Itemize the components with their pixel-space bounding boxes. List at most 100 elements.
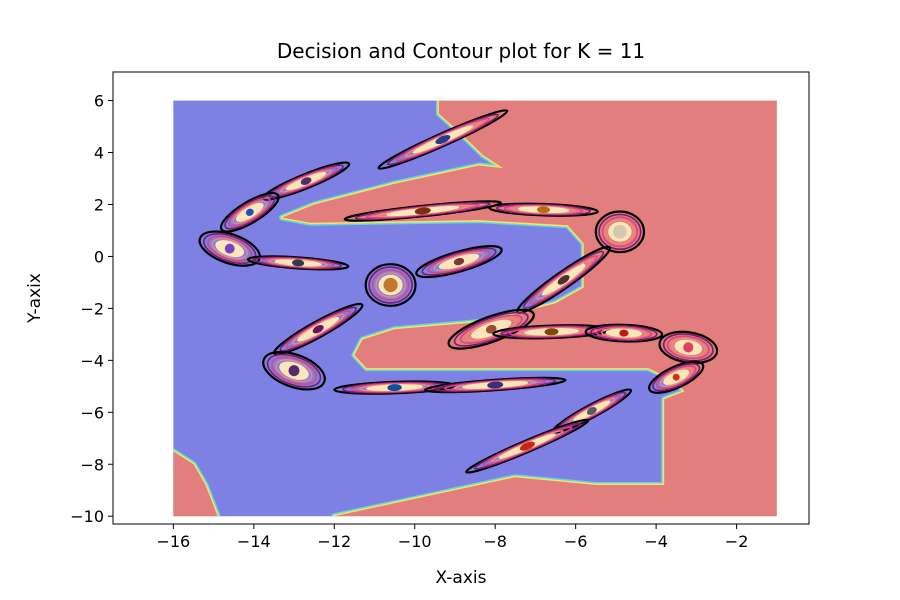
x-axis-label: X-axis bbox=[436, 568, 487, 588]
cluster-8-contour-3 bbox=[433, 251, 485, 272]
cluster-13-contour-1 bbox=[500, 325, 603, 339]
cluster-5 bbox=[343, 200, 502, 222]
cluster-15 bbox=[658, 330, 719, 365]
cluster-14-contour-1 bbox=[590, 325, 658, 342]
cluster-3-contour-2 bbox=[207, 235, 253, 262]
x-tick-label-3: −10 bbox=[398, 532, 432, 551]
cluster-9-contour-0 bbox=[364, 263, 417, 307]
cluster-4-contour-2 bbox=[261, 257, 336, 269]
cluster-14 bbox=[584, 323, 664, 343]
cluster-3-points bbox=[224, 243, 235, 254]
cluster-0-contour-3 bbox=[404, 121, 481, 158]
cluster-12-contour-2 bbox=[459, 314, 523, 344]
cluster-2-contour-3 bbox=[232, 200, 268, 225]
cluster-1-points bbox=[300, 177, 312, 185]
y-tick-label-8: 6 bbox=[94, 92, 104, 111]
region-red-0 bbox=[282, 100, 777, 517]
decision-regions bbox=[173, 100, 777, 517]
chart-title: Decision and Contour plot for K = 11 bbox=[277, 39, 645, 63]
cluster-16-contour-2 bbox=[271, 356, 317, 385]
cluster-7 bbox=[594, 210, 646, 254]
cluster-3 bbox=[198, 230, 261, 267]
x-tick-label-1: −14 bbox=[237, 532, 271, 551]
cluster-12-contour-3 bbox=[465, 317, 517, 342]
y-tick-label-6: 2 bbox=[94, 195, 104, 214]
cluster-20-points bbox=[586, 407, 597, 415]
cluster-7-contour-2 bbox=[601, 216, 639, 248]
x-tick-label-0: −16 bbox=[156, 532, 190, 551]
cluster-0 bbox=[377, 109, 509, 170]
cluster-6-points bbox=[537, 206, 550, 214]
cluster-10-contour-1 bbox=[522, 250, 605, 309]
cluster-14-points bbox=[619, 329, 629, 337]
cluster-15-contour-2 bbox=[666, 335, 710, 360]
cluster-3-contour-3 bbox=[211, 237, 248, 260]
cluster-7-contour-1 bbox=[598, 213, 642, 251]
y-tick-label-3: −4 bbox=[80, 351, 104, 370]
plot-area bbox=[173, 100, 777, 517]
cluster-18-contour-1 bbox=[434, 378, 557, 392]
x-tick-label-2: −12 bbox=[317, 532, 351, 551]
cluster-12-points bbox=[485, 324, 497, 334]
cluster-15-points bbox=[683, 342, 694, 353]
y-tick-label-1: −8 bbox=[80, 455, 104, 474]
cluster-1-contour-3 bbox=[280, 169, 332, 193]
cluster-11-contour-3 bbox=[291, 313, 345, 345]
cluster-18 bbox=[423, 376, 567, 394]
cluster-14-contour-0 bbox=[584, 323, 664, 343]
cluster-4 bbox=[246, 255, 350, 271]
cluster-18-points bbox=[487, 381, 504, 389]
cluster-21-points bbox=[519, 441, 535, 451]
cluster-0-contour-2 bbox=[395, 117, 491, 162]
y-tick-label-5: 0 bbox=[94, 247, 104, 266]
y-axis-ticks: −10 −8 −6 −4 −2 0 2 4 6 bbox=[70, 92, 113, 526]
cluster-2-contour-2 bbox=[228, 197, 272, 227]
cluster-15-contour-1 bbox=[662, 333, 714, 362]
cluster-12-contour-0 bbox=[447, 308, 535, 350]
x-tick-label-6: −4 bbox=[644, 532, 668, 551]
y-tick-label-2: −6 bbox=[80, 403, 104, 422]
x-tick-label-7: −2 bbox=[725, 532, 749, 551]
cluster-9-contour-1 bbox=[368, 266, 413, 304]
cluster-6 bbox=[488, 202, 599, 217]
cluster-8-contour-2 bbox=[427, 249, 491, 274]
cluster-19-points bbox=[672, 373, 680, 381]
cluster-16-contour-0 bbox=[262, 350, 326, 391]
x-axis-ticks: −16 −14 −12 −10 −8 −6 −4 −2 bbox=[156, 524, 748, 551]
cluster-16-contour-3 bbox=[275, 359, 313, 383]
cluster-2 bbox=[219, 192, 280, 233]
cluster-13-contour-2 bbox=[508, 326, 595, 338]
x-tick-label-5: −6 bbox=[564, 532, 588, 551]
cluster-9 bbox=[364, 263, 417, 307]
cluster-4-points bbox=[292, 259, 305, 267]
cluster-10-contour-3 bbox=[535, 259, 592, 300]
cluster-2-contour-0 bbox=[219, 192, 280, 233]
cluster-14-contour-3 bbox=[601, 327, 647, 339]
cluster-0-contour-1 bbox=[386, 113, 500, 166]
cluster-6-contour-2 bbox=[503, 204, 584, 215]
cluster-16-contour-1 bbox=[266, 353, 322, 388]
cluster-5-points bbox=[414, 207, 431, 215]
axes-frame bbox=[112, 71, 810, 525]
cluster-19-contour-2 bbox=[656, 365, 697, 390]
cluster-9-contour-2 bbox=[371, 269, 410, 301]
cluster-9-contour-3 bbox=[375, 272, 406, 298]
y-axis-label: Y-axix bbox=[25, 273, 45, 324]
cluster-11-contour-2 bbox=[285, 310, 351, 349]
y-tick-label-0: −10 bbox=[70, 507, 104, 526]
cluster-8 bbox=[415, 245, 503, 279]
cluster-19 bbox=[648, 360, 705, 394]
cluster-19-contour-3 bbox=[659, 367, 693, 387]
cluster-6-contour-1 bbox=[496, 203, 591, 216]
cluster-11-points bbox=[312, 324, 324, 334]
cluster-2-points bbox=[245, 208, 254, 216]
cluster-6-contour-0 bbox=[488, 202, 599, 217]
cluster-10-contour-2 bbox=[529, 255, 598, 305]
cluster-10-points bbox=[557, 274, 570, 285]
cluster-21-contour-2 bbox=[482, 426, 573, 466]
cluster-13-points bbox=[544, 328, 559, 336]
cluster-12-contour-1 bbox=[453, 311, 529, 347]
contour-clusters bbox=[198, 109, 719, 474]
cluster-16-points bbox=[288, 365, 300, 377]
cluster-0-contour-0 bbox=[377, 109, 509, 170]
